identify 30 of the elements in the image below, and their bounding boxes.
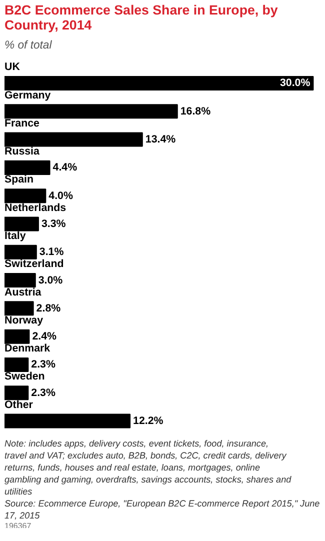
y-tick-label: Russia [4, 146, 40, 158]
data-label: 2.3% [31, 358, 56, 371]
y-tick-label: Other [4, 398, 33, 411]
data-label: 12.2% [133, 415, 164, 428]
y-tick-label: Spain [4, 174, 34, 186]
data-label: 3.3% [41, 218, 66, 230]
data-label: 16.8% [180, 105, 212, 118]
data-label: 13.4% [145, 134, 176, 146]
data-label: 3.0% [38, 274, 64, 286]
data-label: 4.4% [52, 162, 78, 174]
y-tick-label: Norway [4, 314, 44, 326]
y-tick-label: Austria [4, 286, 42, 298]
y-tick-label: Denmark [4, 342, 50, 355]
y-tick-label: UK [4, 61, 20, 74]
source-note: Source: Ecommerce Europe, "European B2C E-commerce Report 2015," June 17, 2015 [4, 498, 320, 520]
y-tick-label: Sweden [4, 370, 45, 383]
data-label: 2.8% [36, 302, 62, 314]
y-tick-label: Germany [4, 89, 51, 102]
data-label: 2.3% [31, 386, 56, 399]
data-label: 2.4% [32, 330, 58, 343]
data-label: 3.1% [39, 246, 64, 258]
y-tick-label: Netherlands [4, 202, 66, 214]
chart-title: B2C Ecommerce Sales Share in Europe, by Country, 2014 [4, 2, 278, 32]
y-tick-label: France [4, 117, 40, 130]
data-label: 4.0% [48, 190, 74, 202]
chart-subtitle: % of total [4, 40, 52, 52]
text: Note: includes apps, delivery costs, event tickets, food, insurance, travel and VAT; excludes auto, B2B, bonds, C2C, credit cards, delivery returns, funds, houses and real estate, loans, mortgages, online gambling and gaming, overdrafts, savings accounts, stocks, shares and utilities [4, 438, 292, 496]
y-tick-label: Italy [4, 230, 26, 242]
data-label: 30.0% [280, 77, 311, 90]
y-tick-label: Switzerland [4, 258, 64, 270]
